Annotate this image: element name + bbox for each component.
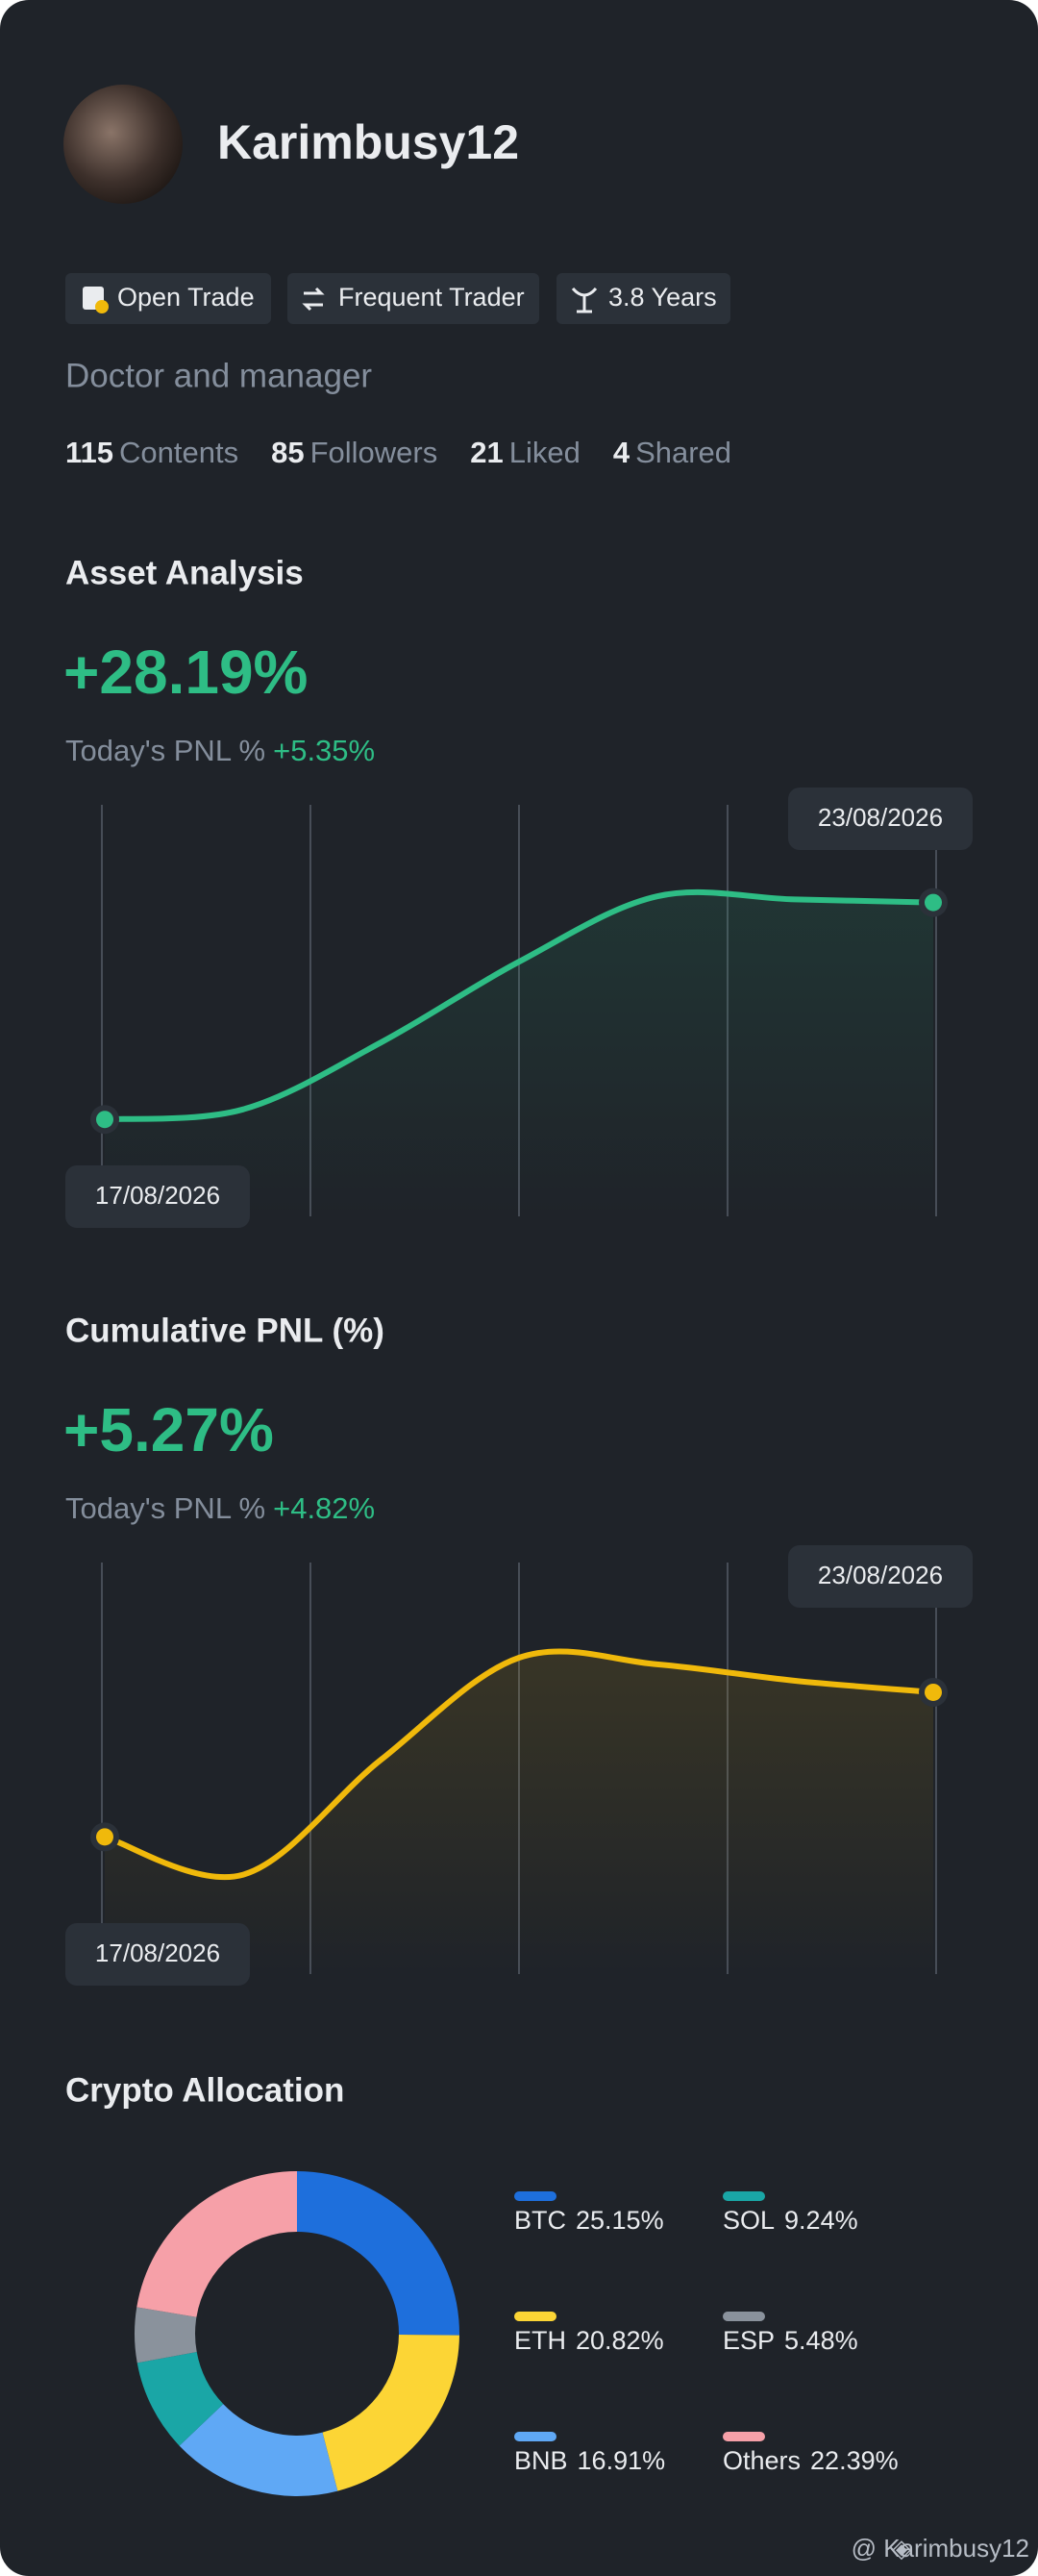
section-title: Cumulative PNL (%) <box>65 1312 384 1349</box>
legend-entry: BTC 25.15% <box>514 2206 664 2235</box>
headline-value: +5.27% <box>63 1395 274 1464</box>
point <box>96 1828 113 1846</box>
legend-label: SOL <box>723 2206 775 2235</box>
donut-slice <box>322 2335 459 2491</box>
legend-label: ETH <box>514 2326 566 2355</box>
stat-label: Contents <box>119 436 238 469</box>
legend-entry: ETH 20.82% <box>514 2326 664 2355</box>
stats: 115 Contents 85 Followers 21 Liked 4 Shared <box>65 436 731 469</box>
line <box>102 1648 936 1881</box>
legend-swatch <box>723 2432 765 2441</box>
legend-entry: Others 22.39% <box>723 2446 899 2475</box>
pnl-label: Today's PNL % <box>65 1491 265 1525</box>
badge: Frequent Trader <box>287 273 539 324</box>
watermark: @ Karimbusy12 <box>852 2534 1029 2563</box>
date-label: 17/08/2026 <box>95 1181 220 1210</box>
legend-swatch <box>514 2312 556 2321</box>
pnl-label: Today's PNL % <box>65 734 265 767</box>
bio: Doctor and manager <box>65 357 372 394</box>
badge-label: Open Trade <box>117 283 255 312</box>
legend-value: 20.82% <box>576 2326 664 2355</box>
date-label: 23/08/2026 <box>818 1561 943 1589</box>
badge: 3.8 Years <box>556 273 730 324</box>
date-tooltip <box>788 788 973 850</box>
section-title: Asset Analysis <box>65 554 304 591</box>
badge-label: Frequent Trader <box>338 283 525 312</box>
badge: Open Trade <box>65 273 271 324</box>
legend-swatch <box>723 2312 765 2321</box>
legend-value: 16.91% <box>578 2446 666 2475</box>
donut-slice <box>135 2307 197 2363</box>
legend-swatch <box>514 2432 556 2441</box>
date-tooltip <box>788 1545 973 1608</box>
legend-value: 25.15% <box>576 2206 664 2235</box>
legend-value: 5.48% <box>784 2326 858 2355</box>
stats-text: 115 Contents 85 Followers 21 Liked 4 Shared <box>65 436 731 469</box>
legend-entry: BNB 16.91% <box>514 2446 665 2475</box>
donut-slice <box>136 2352 224 2446</box>
point <box>925 893 942 912</box>
legend-label: ESP <box>723 2326 775 2355</box>
legend-label: BTC <box>514 2206 566 2235</box>
stat-label: Shared <box>635 436 731 469</box>
stat-value: 21 <box>470 436 503 469</box>
legend-label: Others <box>723 2446 801 2475</box>
point <box>925 1683 942 1701</box>
legend-label: BNB <box>514 2446 568 2475</box>
legend-entry: ESP 5.48% <box>723 2326 858 2355</box>
date-tooltip <box>65 1165 250 1228</box>
legend-swatch <box>514 2191 556 2201</box>
date-label: 17/08/2026 <box>95 1938 220 1967</box>
stat-value: 85 <box>271 436 304 469</box>
watermark-icon: ◈ <box>892 2534 911 2563</box>
area <box>105 1651 933 1974</box>
donut-slice <box>136 2171 297 2317</box>
username: Karimbusy12 <box>217 115 519 169</box>
stat-label: Followers <box>310 436 438 469</box>
stat-label: Liked <box>509 436 581 469</box>
legend-swatch <box>723 2191 765 2201</box>
pnl-value: +5.35% <box>273 734 375 767</box>
donut-slice <box>297 2171 460 2336</box>
legend-value: 9.24% <box>784 2206 858 2235</box>
pnl-value: +4.82% <box>273 1491 375 1525</box>
pnl-row: Today's PNL % +4.82% <box>65 1491 375 1525</box>
section-title: Crypto Allocation <box>65 2071 344 2109</box>
pnl-row: Today's PNL % +5.35% <box>65 734 375 767</box>
point <box>96 1111 113 1129</box>
avatar[interactable] <box>63 85 183 204</box>
stat-value: 115 <box>65 436 113 469</box>
stat-value: 4 <box>613 436 630 469</box>
donut-slice <box>179 2404 338 2496</box>
badge-label: 3.8 Years <box>608 283 717 312</box>
date-label: 23/08/2026 <box>818 803 943 832</box>
legend-entry: SOL 9.24% <box>723 2206 858 2235</box>
line <box>102 888 936 1123</box>
area <box>105 891 933 1216</box>
date-tooltip <box>65 1923 250 1986</box>
headline-value: +28.19% <box>63 638 308 707</box>
legend-value: 22.39% <box>810 2446 899 2475</box>
